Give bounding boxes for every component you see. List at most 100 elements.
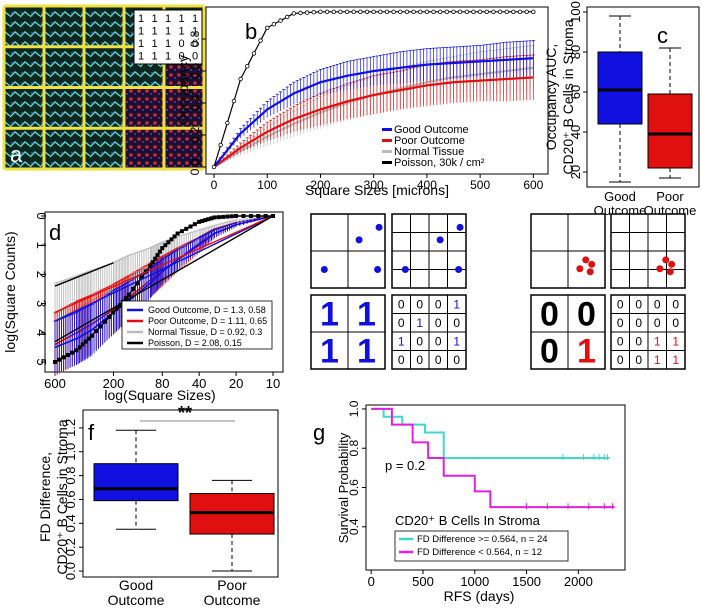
series-point [338, 9, 343, 14]
series-point [258, 38, 263, 43]
occupancy-matrix-cell: 1 [178, 13, 184, 25]
series-point [238, 76, 243, 82]
survival-curve [371, 407, 610, 460]
count-cell: 0 [540, 333, 559, 371]
plot-b-xlabel: Square Sizes [microns] [305, 182, 449, 198]
b-legend-poisson: Poisson, 30k / cm² [394, 157, 485, 169]
series-point [175, 231, 180, 236]
series-point [192, 222, 197, 227]
occupancy-matrix-cell: 1 [138, 38, 144, 50]
x-tick-label: 80 [155, 376, 169, 391]
y-tick-label: 0.4 [188, 94, 202, 111]
g-legend-title: CD20⁺ B Cells In Stroma [395, 513, 541, 528]
series-point [477, 9, 483, 14]
panel-d: 600 200 80 40 20 10 0 1 2 3 4 5 d log(Square Counts… [2, 211, 284, 403]
tissue-tile [4, 6, 44, 47]
panel-g-letter: g [313, 420, 325, 445]
count-cell: 0 [617, 335, 624, 349]
occupancy-matrix-cell: 1 [138, 13, 144, 25]
occupancy-matrix-cell: 0 [192, 51, 198, 63]
cell-dot [586, 268, 594, 276]
plot-d-xlabel: log(Square Sizes) [104, 387, 215, 403]
series-point [86, 336, 91, 341]
series-point [229, 214, 234, 219]
y-tick-label: 0.2 [188, 126, 202, 143]
y-tick-label: 0.6 [63, 490, 78, 508]
series-point [107, 315, 112, 320]
count-cell: 0 [453, 316, 460, 330]
series-point [484, 9, 489, 14]
series-point [169, 237, 174, 242]
plot-f-frame [82, 409, 279, 578]
occupancy-matrix-cell: 1 [151, 13, 157, 25]
d-legend-box [121, 300, 273, 350]
series-point [206, 217, 211, 222]
tissue-tile [4, 128, 44, 169]
count-cell: 1 [320, 333, 339, 371]
occupancy-matrix-cell: 1 [165, 38, 171, 50]
series-point [98, 324, 103, 329]
series-point [318, 9, 323, 14]
series-point [139, 275, 144, 280]
series-point [411, 9, 416, 14]
x-tick-label: 0 [211, 178, 218, 192]
series-point [504, 9, 509, 14]
b-legend-poor: Poor Outcome [394, 135, 465, 147]
series-point [111, 310, 116, 315]
count-cell: 0 [416, 335, 423, 349]
series-point [311, 9, 316, 15]
plot-d-legend: Good Outcome, D = 1.3, 0.58 Poor Outcome… [121, 300, 273, 350]
x-tick-label: 40 [192, 376, 206, 391]
series-point [80, 342, 85, 347]
panel-f: 0.0 0.2 0.4 0.6 0.8 1.0 1.2 f ** FD Difference… [37, 403, 279, 608]
occupancy-matrix-cell: 0 [178, 51, 184, 63]
series-point [209, 216, 214, 221]
plot-g-pvalue: p = 0.2 [385, 458, 425, 473]
y-tick-label: 0.4 [347, 518, 361, 535]
series-point [225, 214, 230, 219]
series-point [398, 9, 403, 14]
y-tick-label: 5 [34, 358, 49, 365]
series-point [221, 214, 226, 219]
series-point [114, 306, 119, 311]
tissue-tile [84, 6, 124, 47]
count-cell: 0 [398, 316, 405, 330]
series-point [188, 224, 193, 229]
y-tick-label: 0.8 [347, 440, 361, 457]
series-point [135, 281, 140, 286]
series-point [524, 9, 529, 14]
x-tick-label: 500 [412, 574, 434, 589]
cell-dot [582, 256, 590, 264]
tissue-tile [4, 87, 44, 129]
occupancy-matrix-cell: 1 [192, 26, 198, 38]
series-point [298, 10, 303, 16]
y-tick-label: 0.8 [63, 467, 78, 485]
count-cell: 1 [672, 335, 679, 349]
occupancy-matrix-cell: 1 [138, 26, 144, 38]
plot-b-ylabel: Occupancy [175, 55, 191, 125]
series-point [61, 355, 66, 360]
cell-dot [656, 265, 664, 273]
series-point [102, 319, 107, 324]
series-point [291, 11, 297, 16]
d-legend-poisson: Poisson, D = 2.08, 0.15 [148, 338, 242, 348]
plot-b-legend: Good Outcome Poor Outcome Normal Tissue … [382, 124, 485, 169]
series-point [364, 9, 370, 14]
count-cell: 0 [635, 316, 642, 330]
occupancy-matrix-cell: 1 [165, 51, 171, 63]
count-cell: 1 [654, 353, 661, 367]
fit-line [54, 262, 114, 287]
panel-a: 1 1 1 1 11 1 1 1 11 1 1 0 01 1 1 0 0 a [2, 4, 206, 171]
series-line [213, 57, 534, 168]
occupancy-matrix-cell: 1 [151, 26, 157, 38]
series-point [197, 219, 202, 224]
f-group-good-1: Good [119, 577, 153, 593]
series-point [457, 9, 463, 14]
series-point [444, 9, 450, 14]
tissue-tile [164, 87, 204, 129]
x-tick-label: 600 [44, 376, 66, 391]
series-point [304, 10, 310, 15]
count-cell: 0 [654, 298, 661, 312]
series-point [511, 9, 516, 14]
